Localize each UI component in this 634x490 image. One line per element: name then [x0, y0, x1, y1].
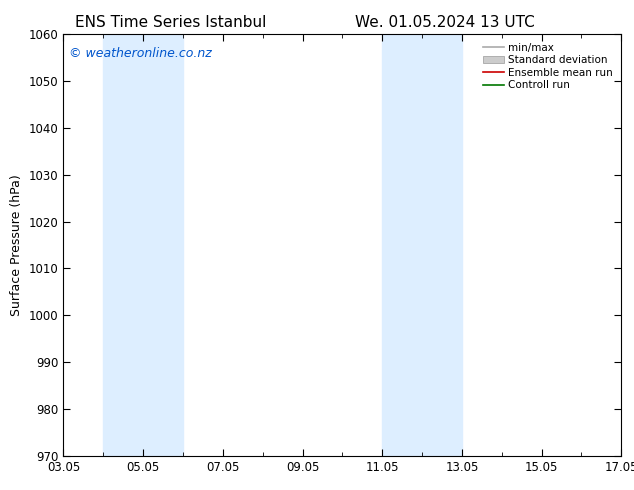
Bar [422, 34, 462, 456]
Text: © weatheronline.co.nz: © weatheronline.co.nz [69, 47, 212, 60]
Bar [143, 34, 183, 456]
Text: We. 01.05.2024 13 UTC: We. 01.05.2024 13 UTC [355, 15, 535, 30]
Bar [103, 34, 143, 456]
Text: ENS Time Series Istanbul: ENS Time Series Istanbul [75, 15, 266, 30]
Y-axis label: Surface Pressure (hPa): Surface Pressure (hPa) [10, 174, 23, 316]
Legend: min/max, Standard deviation, Ensemble mean run, Controll run: min/max, Standard deviation, Ensemble me… [480, 40, 616, 94]
Bar [382, 34, 422, 456]
